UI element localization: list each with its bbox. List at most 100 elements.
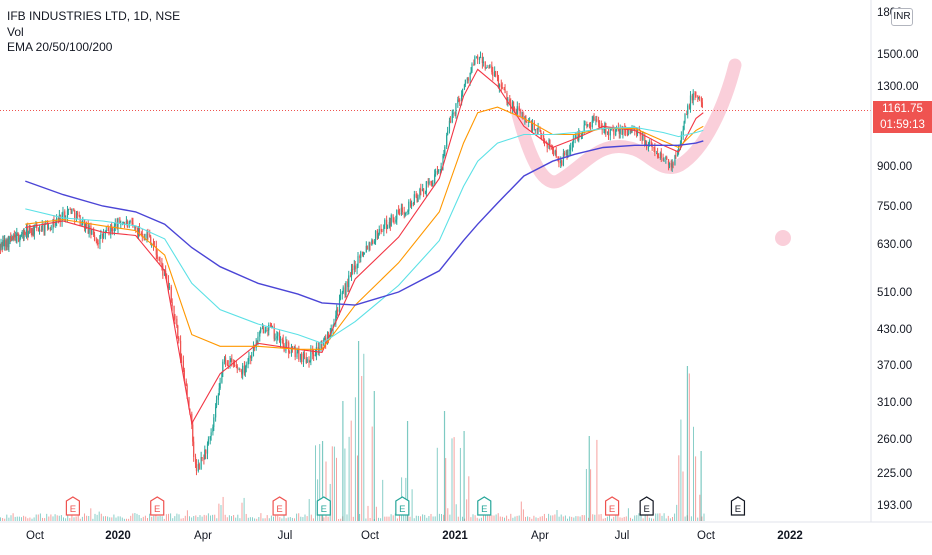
ema-layer — [25, 68, 704, 425]
volume-bar — [0, 517, 1, 521]
candle-body — [262, 328, 264, 334]
candle-body — [345, 281, 347, 295]
candle-body — [62, 211, 64, 216]
earnings-marker[interactable]: E — [272, 496, 287, 516]
earnings-marker[interactable]: E — [639, 496, 654, 516]
candle-body — [179, 340, 182, 358]
earnings-marker[interactable]: E — [150, 496, 165, 516]
volume-bar — [348, 436, 350, 521]
volume-bar — [367, 505, 369, 521]
volume-bar — [693, 426, 694, 521]
earnings-shape — [730, 496, 746, 516]
volume-bar — [378, 517, 379, 521]
candle-body — [82, 220, 84, 224]
candle-body — [691, 95, 693, 101]
candle-body — [489, 65, 491, 68]
earnings-shape — [272, 496, 287, 516]
earnings-label: E — [154, 504, 160, 515]
volume-bar — [210, 515, 211, 521]
candle-body — [171, 302, 173, 306]
volume-bar — [636, 515, 638, 521]
volume-bar — [449, 514, 451, 521]
earnings-marker[interactable]: E — [730, 496, 746, 516]
volume-bar — [420, 516, 421, 521]
volume-spike — [406, 421, 409, 521]
currency-badge[interactable]: INR — [891, 8, 913, 26]
candle-body — [595, 119, 597, 121]
volume-bar — [220, 505, 222, 521]
candle-body — [213, 417, 215, 427]
candle-body — [431, 182, 433, 186]
candle-body — [678, 145, 680, 152]
volume-bar — [128, 518, 130, 521]
volume-bar — [151, 516, 153, 521]
candle-body — [219, 382, 221, 389]
candle-body — [496, 75, 499, 78]
candle-body — [575, 136, 577, 138]
candle-body — [13, 234, 15, 238]
candle-body — [300, 353, 302, 360]
candle-body — [277, 332, 279, 337]
candle-body — [180, 357, 183, 361]
candle-body — [540, 131, 542, 136]
candle-body — [27, 231, 29, 238]
volume-bar — [466, 499, 468, 521]
volume-bar — [123, 518, 125, 521]
volume-bar — [35, 514, 37, 521]
candle-body — [555, 150, 557, 158]
volume-bar — [287, 517, 289, 521]
candle-body — [519, 109, 521, 114]
candle-body — [230, 358, 232, 362]
candle-body — [218, 388, 220, 396]
volume-bar — [571, 516, 573, 521]
candle-body — [583, 125, 585, 132]
volume-bar — [672, 517, 673, 521]
candle-body — [267, 329, 269, 331]
candle-body — [444, 146, 446, 155]
volume-bar — [182, 518, 184, 521]
volume-bar — [529, 517, 531, 521]
earnings-marker[interactable]: E — [316, 496, 331, 516]
candle-body — [663, 158, 665, 160]
chart-title: IFB INDUSTRIES LTD, 1D, NSE — [7, 9, 181, 23]
volume-bar — [33, 517, 35, 521]
volume-bar — [518, 515, 520, 521]
earnings-marker[interactable]: E — [65, 496, 80, 516]
candle-body — [467, 78, 469, 81]
candle-body — [31, 232, 33, 236]
candle-body — [294, 346, 296, 357]
candle-body — [539, 127, 541, 132]
candle-body — [657, 156, 660, 158]
volume-bar — [510, 513, 512, 521]
candle-body — [618, 131, 620, 134]
volume-bar — [170, 513, 172, 521]
ema-indicator-label[interactable]: EMA 20/50/100/200 — [7, 40, 113, 54]
candle-body — [398, 210, 400, 214]
candle-body — [597, 120, 600, 124]
volume-bar — [459, 447, 461, 521]
volume-bar — [426, 517, 428, 521]
volume-bar — [564, 515, 566, 521]
volume-bar — [27, 518, 29, 521]
earnings-marker[interactable]: E — [604, 496, 620, 516]
volume-bar — [37, 514, 39, 521]
earnings-marker[interactable]: E — [477, 496, 492, 516]
candle-body — [398, 213, 401, 215]
candle-body — [74, 210, 76, 220]
candle-body — [201, 457, 203, 459]
candle-body — [178, 337, 180, 341]
candle-body — [131, 221, 133, 223]
volume-indicator-label[interactable]: Vol — [7, 24, 24, 39]
candle-body — [694, 93, 696, 96]
candle-body — [129, 221, 131, 223]
volume-bar — [648, 517, 650, 521]
candle-body — [412, 203, 415, 205]
candle-body — [699, 96, 701, 99]
volume-bar — [577, 516, 579, 521]
candle-body — [698, 96, 700, 98]
earnings-marker[interactable]: E — [395, 496, 410, 516]
candle-body — [419, 189, 421, 198]
volume-bar — [302, 517, 304, 521]
